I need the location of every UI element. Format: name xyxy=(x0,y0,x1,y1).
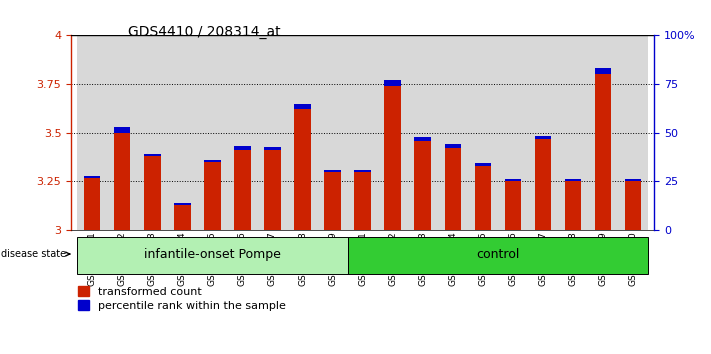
Bar xyxy=(535,138,551,230)
Bar xyxy=(228,35,257,230)
Bar xyxy=(264,150,281,230)
Bar xyxy=(324,172,341,230)
Bar xyxy=(257,35,287,230)
Text: control: control xyxy=(476,247,520,261)
Bar xyxy=(324,170,341,172)
Bar xyxy=(234,147,251,150)
Bar xyxy=(565,181,582,230)
FancyBboxPatch shape xyxy=(348,236,648,274)
Bar xyxy=(625,179,641,182)
Bar xyxy=(174,205,191,230)
Bar xyxy=(167,35,198,230)
Bar xyxy=(565,179,582,182)
Bar xyxy=(114,127,130,133)
Bar xyxy=(474,163,491,166)
FancyBboxPatch shape xyxy=(77,236,348,274)
Bar xyxy=(234,150,251,230)
Bar xyxy=(618,35,648,230)
Bar xyxy=(595,68,611,74)
Bar xyxy=(354,170,371,172)
Text: GDS4410 / 208314_at: GDS4410 / 208314_at xyxy=(128,25,281,39)
Bar xyxy=(378,35,407,230)
Bar xyxy=(385,80,401,86)
Bar xyxy=(144,154,161,156)
Text: infantile-onset Pompe: infantile-onset Pompe xyxy=(144,247,281,261)
Bar xyxy=(528,35,558,230)
Bar xyxy=(505,181,521,230)
Bar xyxy=(348,35,378,230)
Bar xyxy=(385,86,401,230)
Bar xyxy=(474,166,491,230)
Bar xyxy=(468,35,498,230)
Bar xyxy=(294,104,311,109)
Bar xyxy=(505,179,521,182)
Bar xyxy=(204,162,220,230)
Bar xyxy=(558,35,588,230)
Bar xyxy=(137,35,167,230)
Bar xyxy=(114,133,130,230)
Bar xyxy=(407,35,438,230)
Bar xyxy=(264,147,281,150)
Bar xyxy=(318,35,348,230)
Bar xyxy=(77,35,107,230)
Bar xyxy=(84,178,100,230)
Bar xyxy=(438,35,468,230)
Bar xyxy=(444,144,461,148)
Bar xyxy=(415,137,431,141)
Bar xyxy=(204,160,220,162)
Bar xyxy=(354,172,371,230)
Bar xyxy=(198,35,228,230)
Bar xyxy=(588,35,618,230)
Bar xyxy=(415,141,431,230)
Bar xyxy=(107,35,137,230)
Bar xyxy=(294,109,311,230)
Bar xyxy=(498,35,528,230)
Bar xyxy=(595,74,611,230)
Text: disease state: disease state xyxy=(1,249,70,259)
Bar xyxy=(535,136,551,139)
Bar xyxy=(287,35,318,230)
Legend: transformed count, percentile rank within the sample: transformed count, percentile rank withi… xyxy=(77,285,287,312)
Bar xyxy=(444,148,461,230)
Bar xyxy=(174,203,191,205)
Bar xyxy=(144,156,161,230)
Bar xyxy=(84,176,100,178)
Bar xyxy=(625,181,641,230)
